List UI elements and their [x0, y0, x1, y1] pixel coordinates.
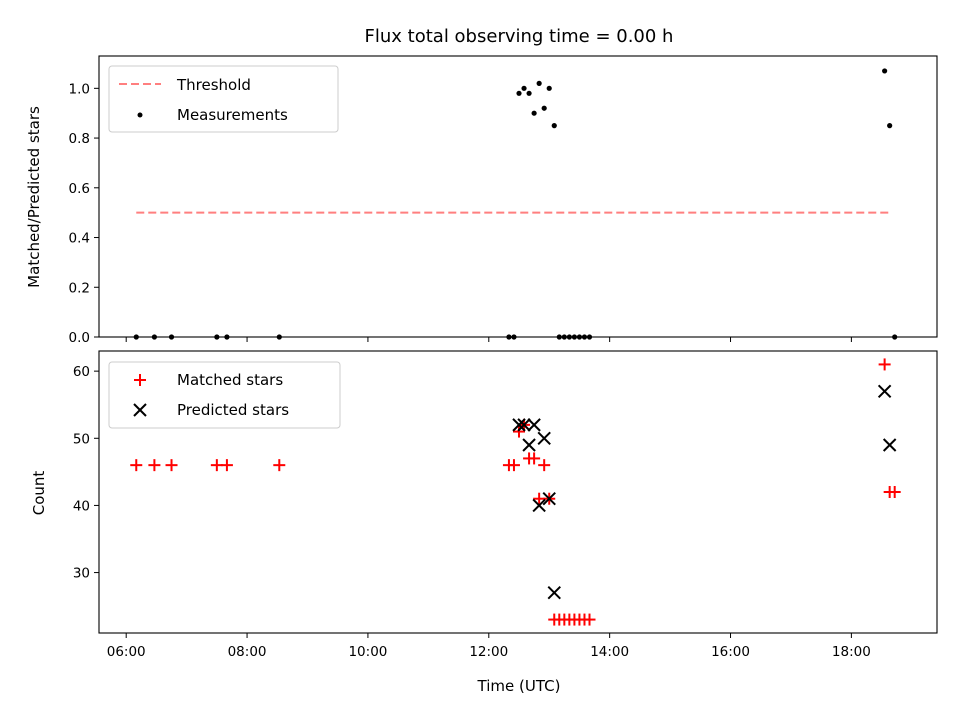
top-y-tick-label: 0.0: [69, 330, 90, 346]
bottom-plot-frame: [98, 350, 938, 634]
matched-star-point: [878, 358, 891, 371]
bottom-marks: [130, 358, 901, 626]
legend-measurements-label: Measurements: [177, 106, 288, 124]
predicted-star-point: [882, 438, 897, 452]
matched-star-point: [528, 452, 541, 465]
bottom-panel: Count Time (UTC) 30 40 50 60 06:00 08:00 10:0…: [30, 350, 938, 695]
x-tick-label: 10:00: [348, 644, 387, 660]
x-tick-label: 16:00: [711, 644, 750, 660]
matched-star-point: [888, 486, 901, 498]
predicted-star-point: [877, 384, 892, 398]
top-plot-frame: [98, 55, 938, 338]
legend-matched-swatch: [134, 374, 146, 386]
x-tick-label: 06:00: [107, 644, 146, 660]
predicted-star-point: [532, 498, 546, 513]
x-tick-label: 14:00: [590, 644, 629, 660]
top-x-ticks: [125, 337, 852, 342]
bottom-x-ticks: 06:00 08:00 10:00 12:00 14:00 16:00 18:00: [107, 633, 871, 660]
top-y-tick-label: 0.4: [69, 231, 90, 247]
bottom-y-tick-label: 30: [73, 566, 90, 582]
matched-star-point: [513, 425, 526, 438]
bottom-y-tick-label: 50: [73, 431, 90, 447]
legend-measurements-swatch: [137, 112, 143, 118]
legend-predicted-swatch: [133, 403, 147, 417]
top-legend: Threshold Measurements: [108, 65, 339, 133]
top-y-tick-label: 1.0: [69, 81, 90, 97]
x-tick-label: 08:00: [228, 644, 267, 660]
measurement-point: [531, 110, 537, 116]
matched-star-point: [538, 459, 551, 472]
predicted-star-point: [542, 492, 556, 506]
matched-star-point: [583, 613, 596, 626]
bottom-legend: Matched stars Predicted stars: [108, 361, 341, 429]
measurement-point: [516, 90, 522, 96]
top-y-tick-label: 0.2: [69, 280, 90, 296]
matched-star-point: [273, 459, 286, 472]
x-tick-label: 18:00: [832, 644, 871, 660]
measurement-point: [541, 105, 547, 111]
x-tick-label: 12:00: [469, 644, 508, 660]
legend-matched-label: Matched stars: [177, 371, 283, 389]
matched-star-point: [507, 459, 520, 472]
top-panel: Matched/Predicted stars 0.0 0.2 0.4 0.6 0.8 1…: [25, 55, 938, 346]
predicted-star-point: [522, 438, 536, 452]
predicted-star-point: [537, 431, 551, 445]
top-y-ticks: 0.0 0.2 0.4 0.6 0.8 1.0: [69, 81, 99, 346]
legend-threshold-label: Threshold: [176, 76, 251, 94]
bottom-y-ticks: 30 40 50 60: [73, 364, 99, 582]
top-y-tick-label: 0.6: [69, 181, 90, 197]
bottom-y-tick-label: 60: [73, 364, 90, 380]
top-legend-box: [108, 65, 339, 133]
matched-star-point: [130, 459, 143, 472]
bottom-legend-box: [108, 361, 341, 429]
bottom-y-tick-label: 40: [73, 498, 90, 514]
x-axis-label: Time (UTC): [477, 677, 561, 695]
top-y-axis-label: Matched/Predicted stars: [25, 106, 43, 288]
predicted-star-point: [517, 418, 531, 432]
measurement-point: [526, 90, 532, 96]
matched-star-point: [165, 459, 178, 472]
bottom-y-axis-label: Count: [30, 471, 48, 516]
matched-star-point: [148, 459, 161, 472]
measurement-point: [536, 80, 542, 86]
top-y-tick-label: 0.8: [69, 131, 90, 147]
measurement-point: [521, 85, 527, 91]
matched-star-point: [533, 492, 546, 505]
matched-star-point: [220, 459, 233, 472]
predicted-star-point: [512, 418, 526, 432]
measurement-point: [882, 68, 888, 74]
measurement-point: [551, 123, 557, 129]
predicted-star-point: [547, 586, 561, 600]
top-chart-title: Flux total observing time = 0.00 h: [365, 26, 674, 47]
matched-star-point: [210, 459, 223, 472]
measurement-point: [546, 85, 552, 91]
measurement-point: [887, 123, 893, 129]
legend-predicted-label: Predicted stars: [177, 401, 289, 419]
predicted-star-point: [527, 418, 541, 432]
